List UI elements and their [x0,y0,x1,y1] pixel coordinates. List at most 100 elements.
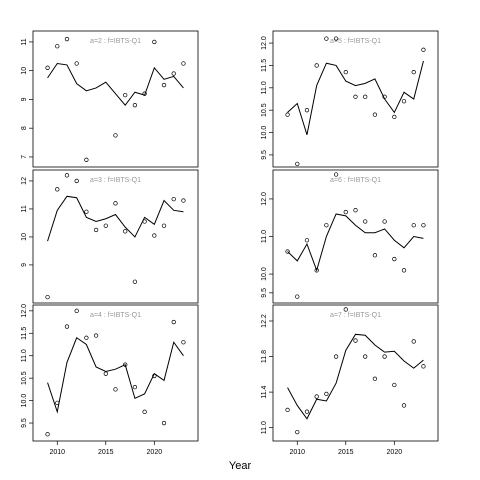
observed-point [421,364,426,369]
x-tick-label: 2020 [387,449,403,456]
observed-point [132,279,138,284]
panel-frame [272,304,439,442]
observed-point [181,61,186,66]
observed-point [392,382,397,388]
y-tick-label: 9.5 [21,418,28,428]
observed-point [333,36,339,41]
observed-point [181,340,186,345]
x-tick-label: 2010 [289,449,305,456]
observed-point [353,208,358,213]
y-tick-label: 11.0 [261,230,268,243]
y-tick-label: 9 [21,97,28,101]
y-tick-label: 11 [21,205,28,212]
y-tick-label: 10.0 [261,126,268,140]
panel-title: a=4 : f=IBTS-Q1 [90,312,141,319]
fitted-line [287,213,424,272]
y-tick-label: 11.0 [21,349,28,362]
panel-frame [32,304,199,442]
observed-point [132,103,138,108]
observed-point [372,253,378,258]
observed-point [181,198,186,203]
panel-title: a=6 : f=IBTS-Q1 [330,177,381,184]
observed-point [84,209,89,214]
observed-point [343,209,348,215]
observed-point [142,91,147,96]
x-axis-label: Year [229,460,252,472]
observed-point [55,187,60,192]
observed-point [285,407,290,413]
y-tick-label: 10.5 [21,371,28,385]
y-tick-label: 11.5 [261,59,268,72]
observed-point [161,223,167,228]
y-tick-label: 9 [21,263,28,267]
observed-point [171,196,176,202]
y-tick-label: 12.0 [261,192,268,206]
observed-point [285,112,290,117]
y-tick-label: 9.5 [261,288,268,298]
observed-point [333,172,339,177]
observed-point [353,94,358,99]
observed-point [421,47,426,52]
x-tick-label: 2015 [338,449,354,456]
observed-point [45,432,50,437]
x-tick-label: 2010 [49,449,65,456]
observed-point [304,409,310,414]
y-tick-label: 12.2 [261,314,268,328]
observed-point [382,219,387,224]
x-tick-label: 2015 [98,449,114,456]
observed-point [84,335,89,340]
observed-point [343,307,348,312]
observed-point [372,112,378,117]
observed-point [93,227,99,233]
observed-point [295,429,300,435]
observed-point [103,223,108,228]
observed-point [64,324,70,329]
observed-point [411,70,416,75]
observed-point [113,201,118,206]
observed-point [324,36,329,41]
y-tick-label: 9.5 [261,150,268,160]
y-tick-label: 11.4 [261,385,268,398]
panel-title: a=2 : f=IBTS-Q1 [90,38,141,45]
observed-point [84,157,89,162]
observed-point [343,70,348,75]
panel-title: a=3 : f=IBTS-Q1 [90,177,141,184]
observed-point [372,376,378,381]
observed-point [93,333,99,338]
observed-point [103,371,108,376]
observed-point [171,71,176,76]
y-tick-label: 7 [21,155,28,159]
observed-point [142,219,147,224]
observed-point [142,409,147,414]
observed-point [324,223,329,228]
observed-point [295,294,300,299]
observed-point [401,268,407,273]
x-tick-label: 2020 [147,449,163,456]
observed-point [123,229,128,234]
observed-point [152,373,157,379]
observed-point [392,256,397,262]
fitted-line [287,333,424,420]
observed-point [411,339,416,344]
observed-point [64,36,70,42]
panel-frame [32,169,199,304]
observed-point [45,65,50,70]
observed-point [314,394,319,399]
y-tick-label: 11.5 [21,327,28,340]
observed-point [113,387,118,392]
fitted-line [47,195,184,242]
y-tick-label: 11.0 [261,421,268,434]
observed-point [74,308,79,313]
observed-point [401,403,407,408]
observed-point [382,94,387,99]
panel-title: a=5 : f=IBTS-Q1 [330,38,381,45]
observed-point [314,268,319,273]
observed-point [353,338,358,343]
fitted-line [47,62,184,106]
observed-point [123,92,128,98]
observed-point [123,362,128,367]
observed-point [152,39,157,45]
y-tick-label: 12 [21,177,28,185]
panel-frame [272,30,439,168]
